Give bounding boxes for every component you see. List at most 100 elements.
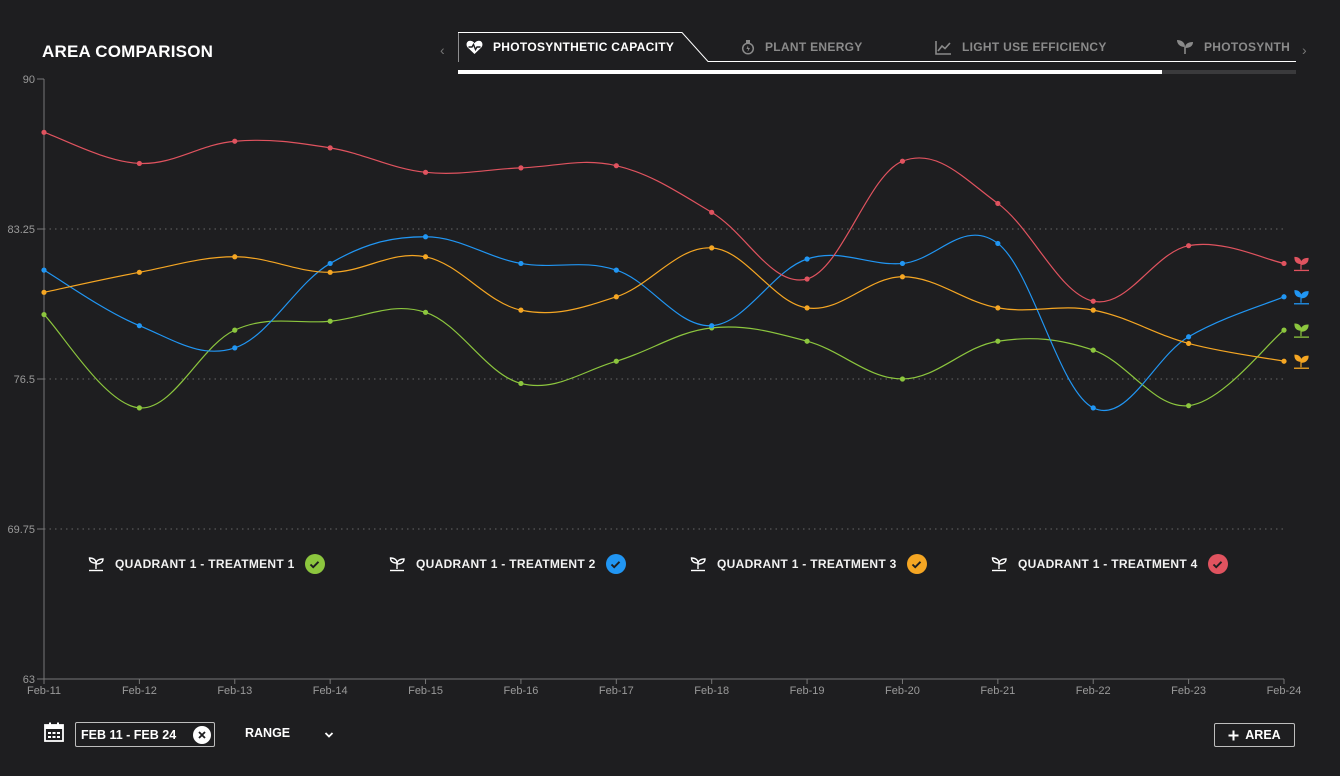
data-point: [232, 327, 238, 333]
range-dropdown-label[interactable]: RANGE: [245, 726, 291, 740]
data-point: [899, 274, 906, 280]
data-point: [327, 260, 333, 267]
x-tick-label: Feb-13: [217, 685, 252, 697]
data-point: [136, 405, 142, 411]
tab-photosynth[interactable]: PHOTOSYNTH: [1176, 32, 1290, 62]
legend-toggle[interactable]: [906, 554, 927, 574]
data-point: [518, 260, 524, 267]
data-point: [613, 294, 619, 300]
tab-plant-energy[interactable]: PLANT ENERGY: [741, 32, 863, 62]
data-point: [1186, 403, 1192, 409]
series-line-quadrant-1-treatment-1: [43, 307, 1285, 409]
legend-toggle[interactable]: [304, 554, 325, 574]
tabs-next-chevron-icon[interactable]: ›: [1302, 42, 1307, 58]
data-point: [709, 245, 715, 251]
legend-label: QUADRANT 1 - TREATMENT 1: [115, 557, 295, 571]
data-point: [804, 276, 810, 282]
tab-label: PLANT ENERGY: [765, 40, 863, 54]
add-area-button[interactable]: AREA: [1214, 723, 1295, 747]
legend-item-quadrant-1-treatment-1[interactable]: QUADRANT 1 - TREATMENT 1: [88, 552, 325, 576]
legend-label: QUADRANT 1 - TREATMENT 3: [717, 557, 897, 571]
data-point: [709, 209, 715, 215]
tabs-prev-chevron-icon[interactable]: ‹: [440, 42, 445, 58]
data-point: [232, 254, 238, 260]
series-end-plant-icon: [1294, 256, 1309, 272]
plant-icon: [389, 556, 405, 571]
tab-photosynthetic-capacity[interactable]: PHOTOSYNTHETIC CAPACITY: [466, 32, 674, 62]
chevron-down-icon[interactable]: [324, 726, 334, 744]
calendar-icon[interactable]: [44, 722, 64, 747]
legend-item-quadrant-1-treatment-3[interactable]: QUADRANT 1 - TREATMENT 3: [690, 552, 927, 576]
data-point: [613, 358, 619, 364]
energy-drop-icon: [741, 40, 755, 55]
plant-icon: [690, 556, 706, 571]
data-point: [327, 145, 333, 151]
data-point: [1281, 260, 1287, 267]
series-end-plant-icon: [1294, 323, 1309, 338]
y-tick-label: 83.25: [7, 224, 35, 236]
check-icon: [911, 560, 922, 569]
data-point: [327, 318, 333, 324]
x-tick-label: Feb-12: [122, 685, 157, 697]
data-point: [136, 269, 142, 275]
clear-date-button[interactable]: [193, 726, 211, 744]
data-point: [41, 267, 47, 273]
series-end-plant-icon: [1294, 290, 1309, 305]
x-tick-label: Feb-18: [694, 685, 729, 697]
data-point: [327, 269, 333, 275]
data-point: [41, 129, 47, 135]
x-tick-label: Feb-24: [1267, 685, 1302, 697]
legend-label: QUADRANT 1 - TREATMENT 4: [1018, 557, 1198, 571]
legend-item-quadrant-1-treatment-4[interactable]: QUADRANT 1 - TREATMENT 4: [991, 552, 1228, 576]
legend-label: QUADRANT 1 - TREATMENT 2: [416, 557, 596, 571]
x-tick-label: Feb-21: [980, 685, 1015, 697]
data-point: [1186, 340, 1192, 347]
data-point: [422, 234, 429, 240]
tab-scroll-track[interactable]: [458, 70, 1296, 74]
heart-pulse-icon: [466, 40, 483, 54]
data-point: [1090, 298, 1096, 304]
legend-toggle[interactable]: [1207, 554, 1228, 574]
tab-scroll-thumb[interactable]: [458, 70, 1162, 74]
data-point: [804, 305, 810, 311]
plant-icon-shape: [1294, 323, 1309, 337]
y-tick-label: 63: [23, 674, 35, 686]
data-point: [1090, 405, 1096, 411]
y-tick-label: 76.5: [14, 374, 35, 386]
data-point: [1281, 327, 1287, 333]
data-point: [1186, 334, 1192, 340]
plant-icon: [991, 556, 1007, 571]
tab-light-use-efficiency[interactable]: LIGHT USE EFFICIENCY: [935, 32, 1107, 62]
plant-icon-shape: [1294, 256, 1309, 270]
data-point: [518, 380, 524, 387]
data-point: [232, 345, 238, 351]
data-point: [136, 160, 142, 167]
data-point: [709, 323, 715, 329]
y-tick-label: 69.75: [7, 524, 35, 536]
data-point: [1090, 347, 1096, 353]
data-point: [995, 200, 1001, 207]
date-range-field[interactable]: FEB 11 - FEB 24: [75, 722, 215, 747]
data-point: [518, 165, 524, 171]
data-point: [1090, 307, 1096, 313]
data-point: [995, 338, 1001, 344]
data-point: [232, 138, 238, 144]
data-point: [41, 289, 47, 295]
data-point: [1281, 358, 1287, 364]
sprout-icon: [1177, 40, 1193, 54]
legend-item-quadrant-1-treatment-2[interactable]: QUADRANT 1 - TREATMENT 2: [389, 552, 626, 576]
y-tick-label: 90: [23, 74, 35, 86]
check-icon: [610, 560, 621, 569]
check-icon: [309, 560, 320, 569]
data-point: [995, 240, 1001, 247]
date-range-value: FEB 11 - FEB 24: [81, 727, 177, 742]
legend-toggle[interactable]: [605, 554, 626, 574]
x-tick-label: Feb-16: [503, 685, 538, 697]
tab-label: LIGHT USE EFFICIENCY: [962, 40, 1107, 54]
series-line-quadrant-1-treatment-4: [43, 131, 1285, 303]
x-tick-label: Feb-20: [885, 685, 920, 697]
x-tick-label: Feb-22: [1076, 685, 1111, 697]
data-point: [1281, 294, 1287, 300]
data-point: [41, 311, 47, 318]
